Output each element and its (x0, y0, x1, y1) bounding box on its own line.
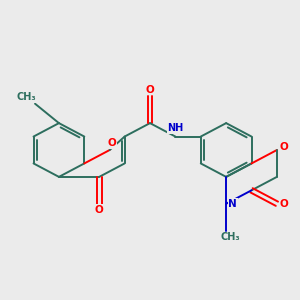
Text: N: N (228, 199, 237, 209)
Text: CH₃: CH₃ (221, 232, 240, 242)
Text: O: O (95, 205, 103, 215)
Text: O: O (108, 138, 116, 148)
Text: O: O (279, 142, 288, 152)
Text: O: O (279, 199, 288, 209)
Text: NH: NH (167, 123, 184, 133)
Text: O: O (146, 85, 154, 95)
Text: CH₃: CH₃ (17, 92, 37, 102)
